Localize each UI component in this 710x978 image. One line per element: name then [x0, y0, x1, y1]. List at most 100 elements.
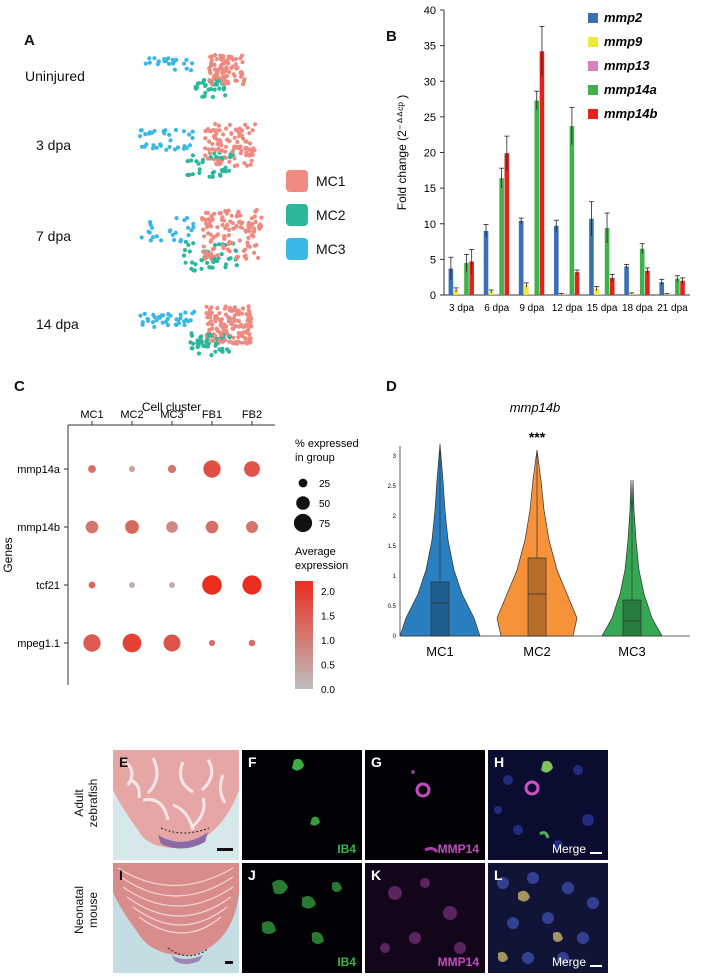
umap-cell: [185, 319, 191, 324]
umap-cell: [212, 211, 217, 216]
dot: [208, 639, 216, 647]
umap-cell: [207, 66, 212, 71]
umap-cell: [220, 80, 225, 85]
umap-cell: [216, 79, 221, 84]
umap-cell: [226, 319, 231, 324]
dot: [163, 634, 181, 652]
umap-cell: [189, 266, 194, 271]
umap-cell: [215, 253, 220, 258]
umap-cell: [181, 129, 187, 134]
bar: [458, 294, 464, 295]
umap-cell: [172, 67, 177, 72]
umap-cell: [203, 136, 208, 141]
umap-cell: [223, 165, 228, 170]
umap-cell: [178, 316, 183, 321]
bar: [453, 290, 459, 295]
umap-cell: [219, 62, 224, 67]
umap-cell: [240, 306, 246, 311]
bar: [504, 153, 510, 295]
umap-cell: [208, 239, 213, 244]
legend-swatch: [588, 37, 598, 47]
dot: [202, 575, 222, 595]
row-label-zebrafish: Adult zebrafish: [72, 768, 100, 838]
bar: [464, 262, 469, 295]
umap-cell: [182, 218, 187, 223]
umap-cell: [217, 211, 222, 216]
umap-0: [143, 52, 247, 100]
umap-cell: [203, 217, 208, 223]
umap-cell: [202, 94, 207, 99]
x-tick-label: MC1: [80, 409, 103, 421]
umap-cell: [231, 226, 236, 231]
x-tick-label: MC2: [523, 644, 550, 659]
umap-cell: [174, 322, 179, 328]
umap-cell: [244, 139, 249, 144]
umap-cell: [218, 323, 223, 328]
panel-label-e: E: [119, 754, 129, 770]
bar: [494, 294, 499, 295]
umap-cell: [189, 346, 194, 351]
umap-cell: [186, 242, 191, 247]
y-tick-label: 1: [393, 574, 397, 580]
umap-cell: [218, 173, 223, 178]
umap-cell: [150, 320, 156, 325]
umap-cell: [200, 216, 205, 221]
umap-cell: [235, 139, 240, 145]
umap-cell: [193, 84, 198, 89]
size-legend-dot: [298, 478, 308, 488]
umap-cell: [197, 167, 202, 172]
umap-cell: [206, 252, 211, 257]
umap-cell: [226, 168, 232, 173]
chart-title: mmp14b: [510, 400, 561, 415]
merge-zebrafish: H Merge: [488, 750, 608, 860]
umap-cell: [244, 163, 250, 168]
umap-cell: [235, 212, 240, 217]
umap-cell: [160, 320, 165, 325]
umap-cell: [190, 153, 195, 158]
umap-cell: [186, 225, 191, 230]
umap-cell: [229, 213, 234, 218]
umap-cell: [234, 339, 239, 345]
umap-cell: [228, 152, 233, 157]
umap-cell: [232, 313, 237, 318]
umap-cell: [244, 256, 249, 261]
color-tick-label: 0.5: [321, 661, 335, 672]
umap-cell: [152, 314, 157, 320]
umap-cell: [207, 307, 212, 312]
umap-cell: [202, 234, 207, 239]
umap-3: [138, 304, 254, 358]
umap-cell: [151, 143, 156, 148]
umap-cell: [196, 343, 201, 348]
umap-cell: [174, 317, 179, 322]
umap-cell: [248, 319, 253, 325]
legend-swatch: [588, 109, 598, 119]
y-tick-label: 15: [424, 183, 436, 195]
umap-cell: [226, 315, 231, 320]
umap-cell: [212, 257, 217, 262]
legend-swatch: [286, 204, 308, 226]
umap-cell: [210, 171, 215, 176]
umap-cell: [240, 220, 245, 225]
umap-cell: [159, 238, 164, 243]
bar: [569, 126, 575, 295]
umap-cell: [231, 335, 236, 340]
stain-label: MMP14: [437, 842, 479, 856]
umap-cell: [243, 340, 248, 345]
umap-cell: [196, 351, 202, 356]
mmp14-zebrafish: G MMP14: [365, 750, 485, 860]
umap-cell: [218, 56, 224, 61]
umap-cell: [172, 147, 178, 152]
legend-label: mmp14a: [604, 82, 657, 97]
panel-label-l: L: [494, 867, 503, 883]
umap-cell: [203, 82, 208, 88]
umap-cell: [166, 61, 172, 66]
mmp14-signal-image: [411, 770, 439, 853]
stain-label: IB4: [337, 955, 356, 969]
umap-cell: [222, 322, 227, 327]
umap-cell: [217, 330, 222, 335]
umap-cell: [210, 147, 215, 152]
umap-cell: [216, 123, 222, 128]
umap-cell: [165, 316, 170, 321]
umap-cell: [236, 330, 241, 336]
umap-cell: [183, 260, 188, 265]
